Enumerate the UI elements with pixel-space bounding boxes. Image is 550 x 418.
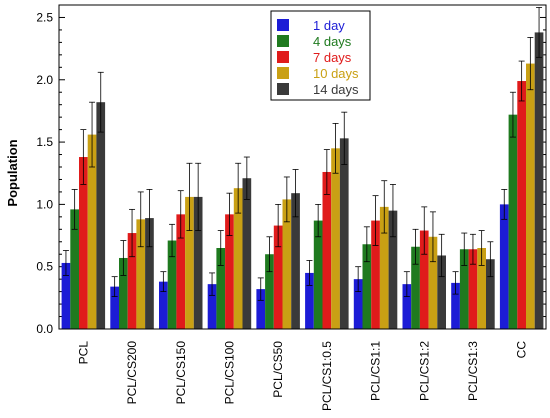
- bar: [388, 210, 398, 329]
- bar: [119, 257, 128, 329]
- bar: [459, 249, 469, 329]
- bar: [371, 220, 380, 329]
- bar: [233, 188, 243, 329]
- bar: [313, 220, 323, 329]
- bar: [419, 230, 429, 329]
- x-category-label: PCL/CS1:2: [417, 341, 431, 401]
- bar: [534, 32, 544, 330]
- bar: [159, 281, 168, 329]
- bars: [61, 32, 544, 330]
- legend-swatch: [277, 35, 289, 47]
- legend-label: 10 days: [313, 66, 359, 81]
- x-category-label: CC: [515, 341, 529, 359]
- bar: [225, 214, 234, 329]
- legend-swatch: [277, 83, 289, 95]
- legend-swatch: [277, 67, 289, 79]
- x-category-label: PCL/CS1:3: [466, 341, 480, 401]
- plot-frame: [58, 4, 547, 330]
- x-category-label: PCL/CS100: [222, 341, 236, 405]
- legend-label: 14 days: [313, 82, 359, 97]
- bar: [517, 81, 526, 330]
- bar: [242, 178, 252, 329]
- bar: [339, 138, 349, 329]
- bar: [508, 114, 518, 329]
- bar: [428, 236, 438, 329]
- bar: [185, 196, 194, 329]
- x-category-label: PCL: [76, 341, 90, 365]
- bar: [96, 102, 106, 329]
- legend-label: 4 days: [313, 34, 352, 49]
- bar: [379, 206, 389, 329]
- legend-swatch: [277, 19, 289, 31]
- bar: [499, 204, 509, 329]
- bar: [207, 284, 217, 329]
- bar: [468, 249, 478, 329]
- x-category-label: PCL/CS150: [174, 341, 188, 405]
- x-axis-labels: PCL PCL/CS200 PCL/CS150 PCL/CS100 PCL/CS50 PC…: [76, 341, 528, 411]
- y-tick-label: 0.5: [36, 260, 53, 274]
- bar: [167, 240, 177, 329]
- bar: [291, 193, 300, 329]
- y-axis-title: Population: [5, 139, 20, 206]
- x-category-label: PCL/CS200: [125, 341, 139, 405]
- x-category-label: PCL/CS1:0.5: [320, 341, 334, 411]
- bar: [87, 134, 97, 329]
- legend-label: 7 days: [313, 50, 352, 65]
- bar: [193, 196, 203, 329]
- x-category-label: PCL/CS50: [271, 341, 285, 398]
- y-tick-label: 0.0: [36, 322, 53, 336]
- bar: [353, 279, 363, 329]
- y-tick-label: 2.5: [36, 10, 53, 24]
- bar: [216, 248, 226, 329]
- y-tick-label: 1.0: [36, 197, 53, 211]
- bar: [486, 259, 495, 329]
- bar: [451, 282, 460, 329]
- bar: [305, 272, 314, 329]
- bar: [477, 248, 486, 329]
- bar: [402, 284, 412, 329]
- legend-swatch: [277, 51, 289, 63]
- error-bars: [62, 7, 543, 301]
- bar: [79, 157, 88, 329]
- bar: [70, 209, 79, 329]
- bar: [526, 63, 535, 329]
- bar: [322, 171, 332, 329]
- bar: [61, 262, 71, 329]
- bar: [437, 255, 446, 329]
- bar: [256, 289, 266, 329]
- y-tick-label: 1.5: [36, 135, 53, 149]
- bar: [176, 214, 186, 329]
- bar: [127, 233, 137, 329]
- bar: [411, 246, 420, 329]
- x-category-label: PCL/CS1:1: [369, 341, 383, 401]
- y-tick-label: 2.0: [36, 73, 53, 87]
- bar: [265, 254, 274, 329]
- bar: [331, 148, 340, 329]
- bar: [136, 219, 146, 329]
- bar: [145, 218, 154, 329]
- bar: [110, 286, 119, 329]
- bar: [273, 225, 283, 329]
- bar: [362, 244, 372, 329]
- bar: [282, 199, 292, 329]
- legend-label: 1 day: [313, 18, 345, 33]
